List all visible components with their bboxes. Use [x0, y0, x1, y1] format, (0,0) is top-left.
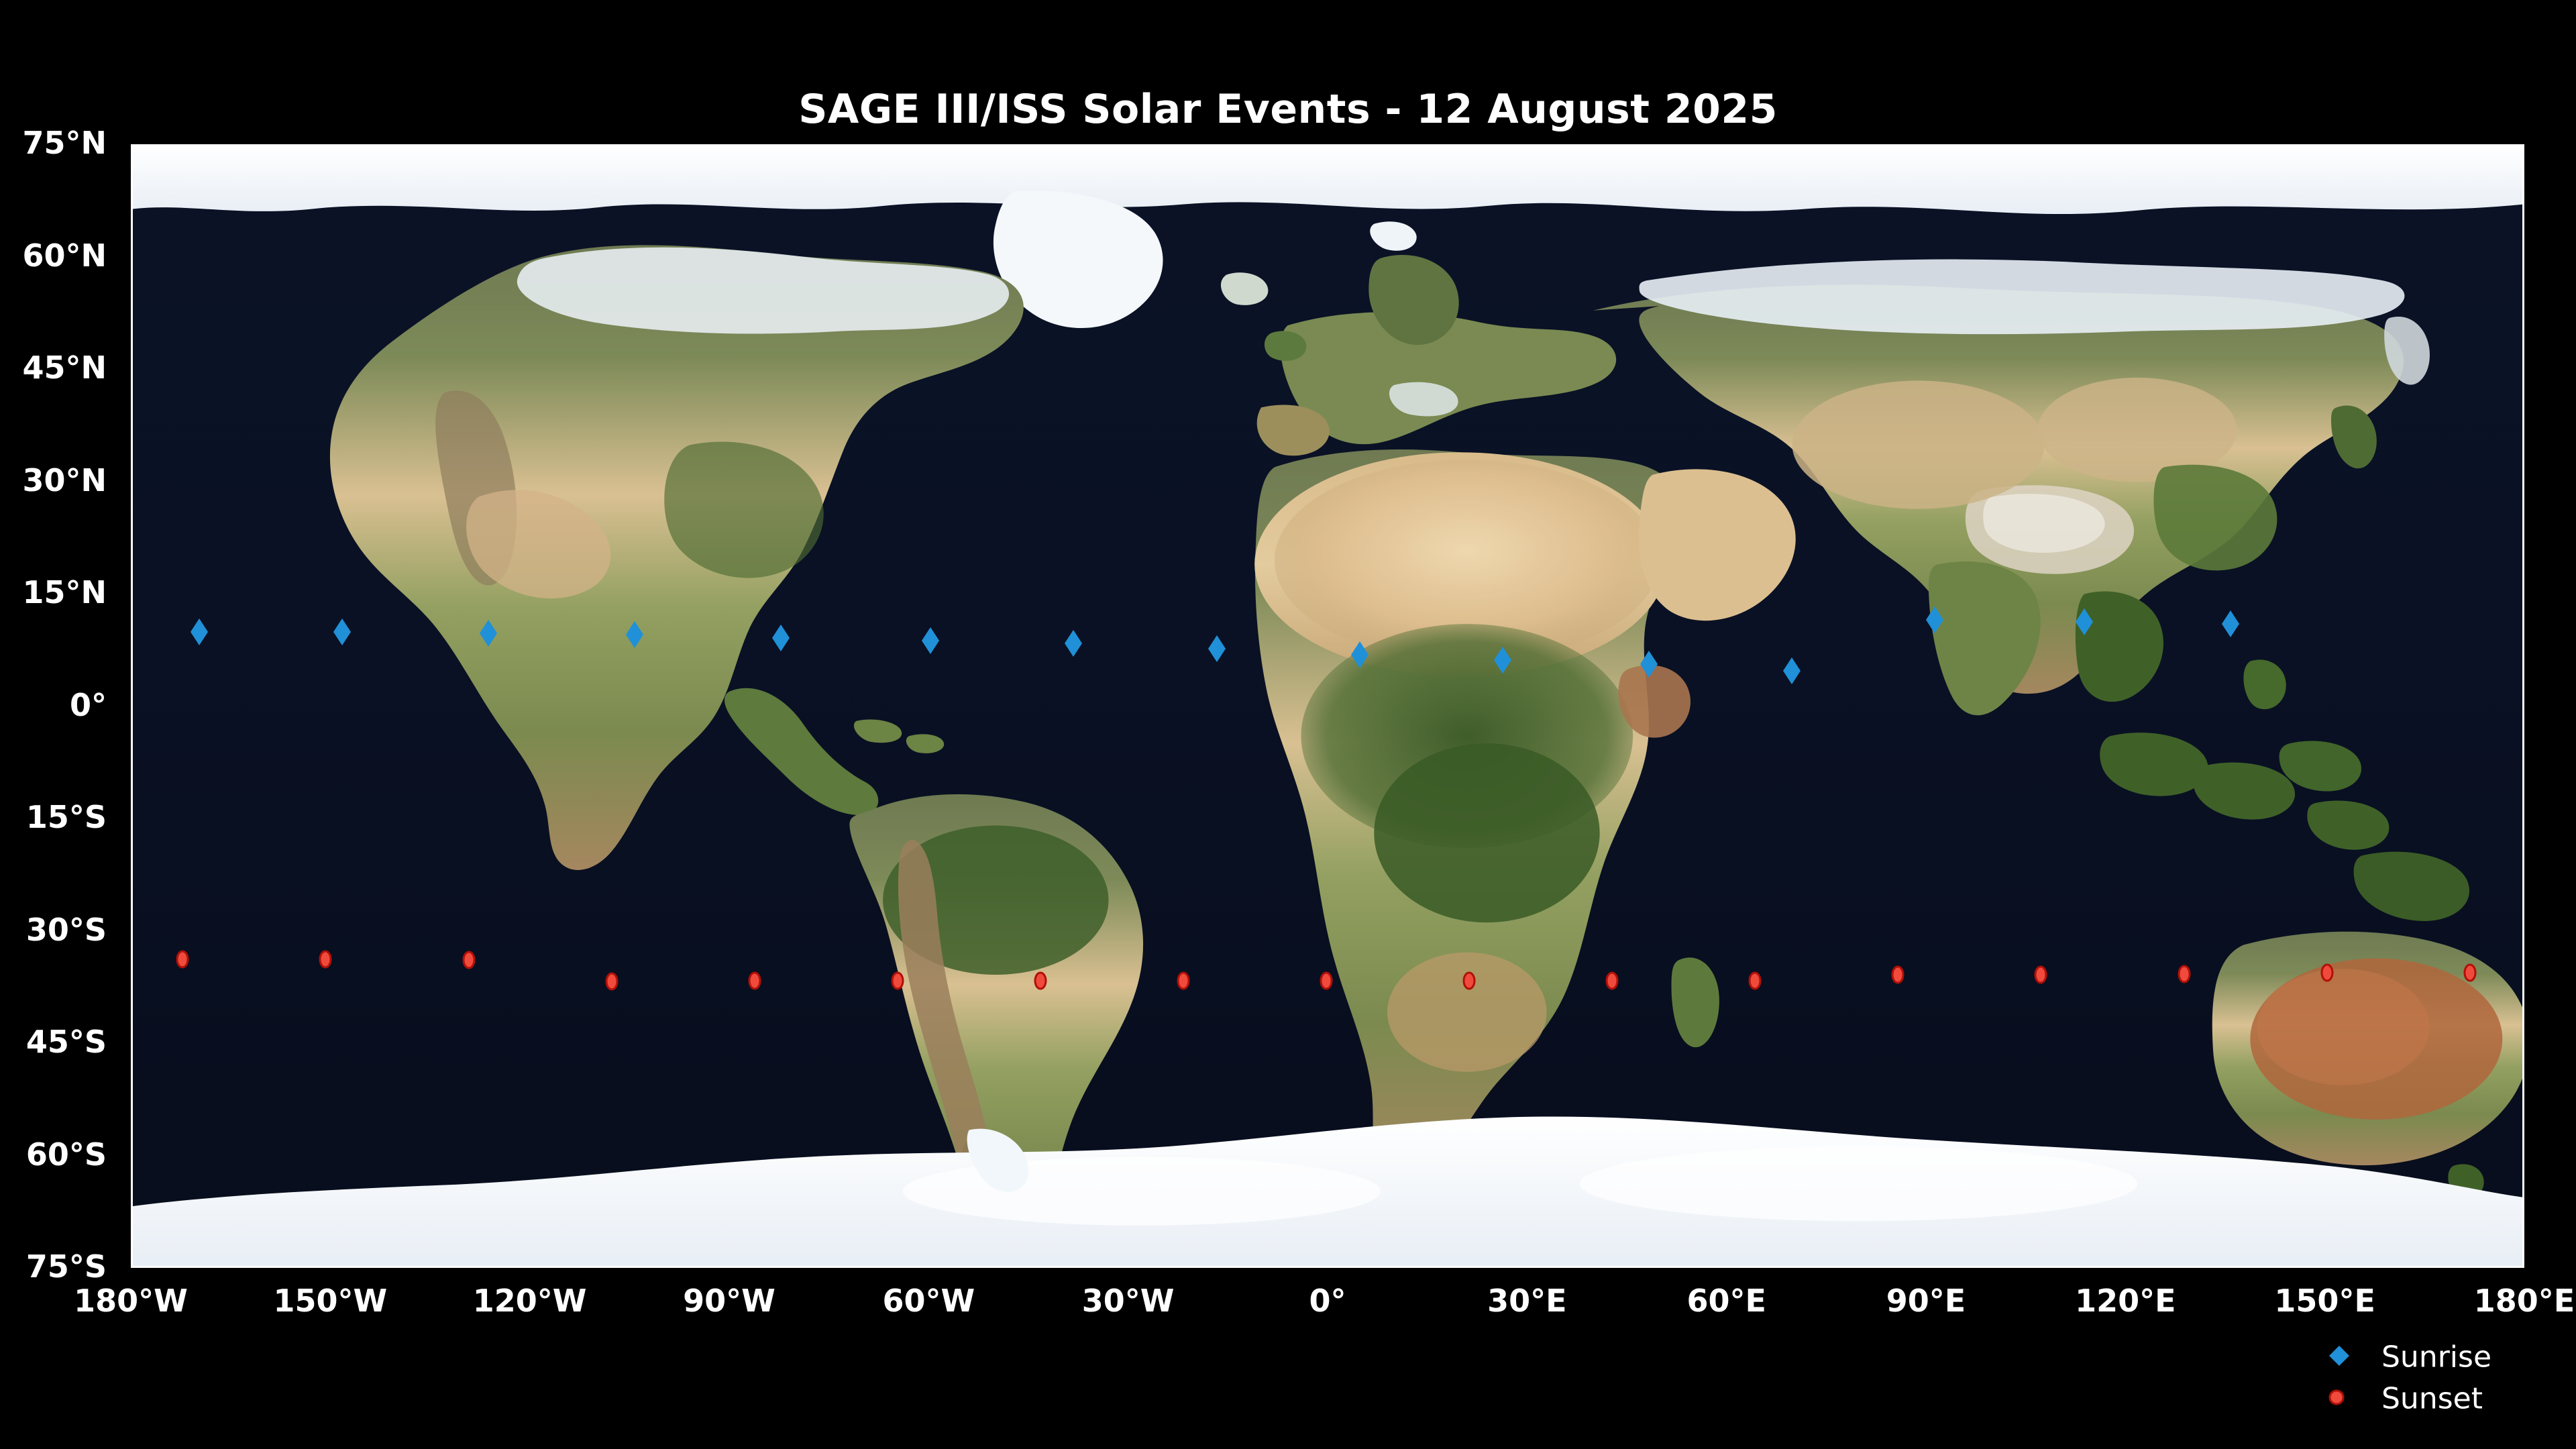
y-axis-tick	[131, 1044, 133, 1046]
x-axis-label: 0°	[1309, 1283, 1346, 1319]
x-axis-label: 150°E	[2274, 1283, 2375, 1319]
sunset-event-marker	[1033, 971, 1048, 991]
x-axis-tick	[930, 1266, 932, 1268]
sunrise-event-marker	[1493, 647, 1511, 674]
x-axis-tick	[731, 1266, 733, 1268]
event-marker-layer	[133, 146, 2522, 1266]
y-axis-tick	[131, 932, 133, 934]
y-axis-label: 60°S	[25, 1136, 107, 1173]
y-axis-tick	[131, 370, 133, 372]
sunset-event-marker	[1748, 971, 1762, 991]
y-axis-tick	[131, 146, 133, 148]
x-axis-tick	[1129, 1266, 1131, 1268]
x-axis-tick	[1727, 1266, 1729, 1268]
map-plot-area	[131, 144, 2524, 1268]
y-axis-label: 15°N	[22, 574, 107, 610]
x-axis-tick	[1528, 1266, 1530, 1268]
sunrise-event-marker	[1208, 635, 1226, 663]
y-axis-label: 15°S	[25, 799, 107, 835]
page-title: SAGE III/ISS Solar Events - 12 August 20…	[798, 86, 1778, 133]
x-axis-label: 180°E	[2473, 1283, 2575, 1319]
x-axis-label: 180°W	[74, 1283, 188, 1319]
legend-label-sunrise: Sunrise	[2381, 1340, 2492, 1375]
sunrise-event-marker	[333, 618, 352, 645]
legend-item-sunset: Sunset	[2301, 1380, 2569, 1417]
sunset-event-marker	[462, 950, 476, 970]
x-axis-tick	[132, 1266, 134, 1268]
sunrise-event-marker	[772, 624, 790, 651]
y-axis-tick	[131, 595, 133, 597]
x-axis-label: 120°E	[2075, 1283, 2176, 1319]
x-axis-label: 150°W	[273, 1283, 388, 1319]
sunset-event-marker	[1605, 971, 1619, 991]
y-axis-label: 60°N	[22, 237, 107, 274]
y-axis-label: 30°S	[25, 911, 107, 948]
y-axis-label: 75°S	[25, 1248, 107, 1285]
sunset-event-marker	[2177, 964, 2192, 984]
sunrise-event-marker	[2075, 608, 2093, 636]
sunrise-event-marker	[1065, 630, 1083, 657]
sunrise-event-marker	[1350, 641, 1368, 669]
sunset-event-marker	[318, 949, 333, 969]
x-axis-label: 60°W	[882, 1283, 975, 1319]
sunset-event-marker	[1462, 971, 1477, 991]
y-axis-label: 30°N	[22, 462, 107, 498]
world-basemap	[133, 146, 2522, 1266]
legend-item-sunrise: Sunrise	[2301, 1338, 2569, 1376]
red-circle-icon	[2328, 1389, 2345, 1409]
y-axis-tick	[131, 1157, 133, 1159]
x-axis-tick	[2127, 1266, 2129, 1268]
sunset-event-marker	[1890, 965, 1905, 985]
y-axis-tick	[131, 482, 133, 484]
sunset-event-marker	[890, 971, 905, 991]
x-axis-label: 60°E	[1686, 1283, 1766, 1319]
sunset-event-marker	[2033, 965, 2048, 985]
sunrise-event-marker	[480, 619, 498, 647]
blue-diamond-icon	[2328, 1344, 2351, 1370]
sunrise-event-marker	[1925, 606, 1943, 633]
y-axis-tick	[131, 707, 133, 709]
sunset-event-marker	[1176, 971, 1191, 991]
sunset-event-marker	[2320, 963, 2334, 983]
sunset-event-marker	[175, 949, 190, 969]
x-axis-label: 30°W	[1081, 1283, 1175, 1319]
y-axis-label: 75°N	[22, 125, 107, 161]
legend-label-sunset: Sunset	[2381, 1381, 2483, 1416]
x-axis-label: 90°W	[683, 1283, 775, 1319]
x-axis-tick	[1927, 1266, 1929, 1268]
x-axis-tick	[531, 1266, 533, 1268]
x-axis-tick	[2326, 1266, 2328, 1268]
y-axis-label: 45°N	[22, 350, 107, 386]
sunset-event-marker	[747, 971, 762, 991]
legend: Sunrise Sunset	[2301, 1338, 2569, 1426]
sunset-event-marker	[604, 971, 619, 991]
sunrise-event-marker	[1782, 657, 1801, 684]
y-axis-tick	[131, 258, 133, 260]
sunrise-event-marker	[1640, 650, 1658, 678]
y-axis-label: 45°S	[25, 1024, 107, 1060]
sunrise-event-marker	[922, 627, 940, 654]
sunset-event-marker	[2463, 963, 2477, 983]
x-axis-label: 120°W	[472, 1283, 587, 1319]
y-axis-label: 0°	[69, 686, 107, 723]
x-axis-label: 30°E	[1487, 1283, 1567, 1319]
sunrise-event-marker	[191, 618, 209, 645]
sunrise-event-marker	[626, 621, 644, 649]
x-axis-label: 90°E	[1886, 1283, 1966, 1319]
y-axis-tick	[131, 820, 133, 822]
x-axis-tick	[1329, 1266, 1331, 1268]
sunrise-event-marker	[2221, 610, 2239, 638]
sunset-event-marker	[1319, 971, 1334, 991]
x-axis-tick	[331, 1266, 333, 1268]
